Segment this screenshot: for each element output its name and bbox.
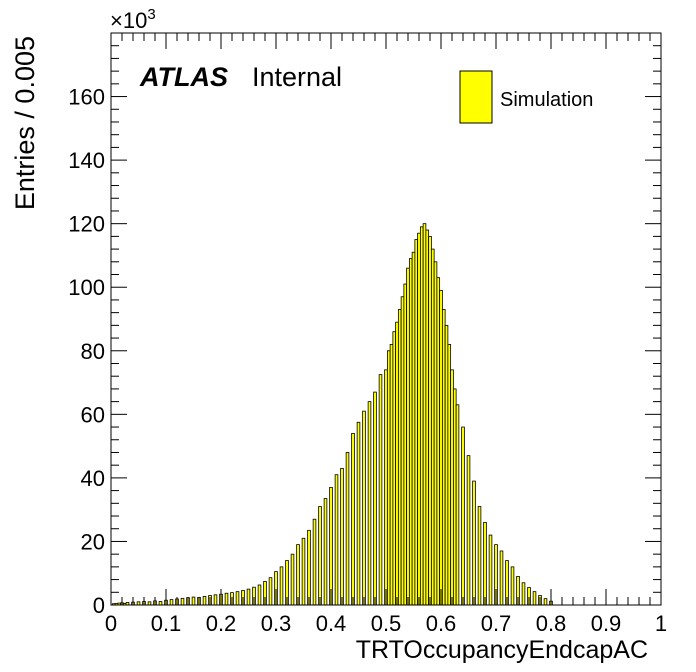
y-tick-label: 60 [81, 402, 105, 427]
histogram-bar [532, 591, 537, 606]
x-axis-ticks: 0 0.1 0.2 0.3 0.4 0.5 0.6 0.7 0.8 0.9 1 [105, 33, 667, 636]
histogram-bar [483, 521, 487, 606]
histogram-bar [428, 235, 432, 606]
histogram-bar [169, 599, 174, 606]
histogram-bar [386, 350, 391, 606]
x-tick-label: 0.8 [536, 611, 567, 636]
x-tick-label: 1 [655, 611, 667, 636]
histogram-bar [400, 296, 405, 606]
histogram-bar [433, 261, 438, 606]
histogram-bar [441, 309, 446, 606]
x-tick-label: 0.9 [591, 611, 622, 636]
histogram-bar [279, 566, 284, 606]
histogram-bar [425, 229, 430, 606]
y-tick-label: 80 [81, 339, 105, 364]
histogram-bar [191, 596, 196, 606]
y-axis-label: Entries / 0.005 [10, 36, 40, 210]
histogram-bar [450, 369, 454, 606]
y-axis-multiplier: ×103 [110, 6, 156, 33]
histogram-bar [389, 344, 394, 606]
histogram-bar [499, 550, 504, 606]
histogram-bar [543, 598, 548, 606]
histogram-bar [439, 289, 443, 606]
histogram-bar [202, 596, 207, 606]
histogram-bar [235, 591, 240, 606]
y-tick-label: 0 [93, 593, 105, 618]
histogram-bar [329, 487, 333, 606]
histogram-bar [246, 588, 251, 606]
histogram-bar [307, 529, 311, 606]
histogram-bar [373, 391, 377, 606]
histogram-bar [180, 597, 185, 606]
y-tick-label: 100 [68, 275, 105, 300]
x-tick-label: 0.6 [426, 611, 457, 636]
histogram-bar [403, 283, 408, 606]
y-tick-label: 40 [81, 466, 105, 491]
histogram-bar [290, 553, 295, 606]
histogram-bar [318, 506, 322, 606]
internal-label: Internal [252, 62, 342, 92]
x-tick-label: 0 [105, 611, 117, 636]
y-axis-ticks: 0 20 40 60 80 100 120 140 160 [68, 32, 661, 618]
x-axis-label: TRTOccupancyEndcapAC [356, 636, 648, 664]
atlas-label: ATLAS [139, 62, 228, 92]
histogram-bar [408, 258, 413, 606]
histogram-bar [510, 566, 515, 606]
legend-swatch [459, 70, 493, 124]
histogram-bar [213, 594, 218, 606]
histogram-bar [323, 498, 328, 606]
y-tick-label: 20 [81, 529, 105, 554]
histogram-bar [301, 537, 306, 606]
y-tick-label: 120 [68, 212, 105, 237]
histogram-bar [351, 432, 355, 606]
histogram-bar [444, 324, 449, 606]
x-tick-label: 0.3 [261, 611, 292, 636]
x-tick-label: 0.2 [206, 611, 237, 636]
histogram-bar [477, 506, 482, 606]
histogram-bar [356, 421, 361, 606]
histogram-bar [312, 518, 317, 606]
histogram-bar [466, 455, 471, 606]
histogram-bar [362, 410, 366, 606]
histogram-bar [395, 321, 399, 606]
histogram-bar [268, 577, 273, 606]
histogram-bar [384, 369, 388, 606]
histogram-bar [521, 582, 526, 606]
histogram-bar [488, 534, 493, 606]
histogram-bar [406, 267, 410, 606]
x-tick-label: 0.7 [481, 611, 512, 636]
x-tick-label: 0.4 [316, 611, 347, 636]
y-tick-label: 160 [68, 85, 105, 110]
histogram-bar [447, 344, 452, 606]
histogram-bar [417, 232, 421, 606]
histogram-bar [296, 544, 300, 606]
y-tick-label: 140 [68, 148, 105, 173]
histogram-bar [345, 452, 350, 606]
histogram-bar [436, 277, 441, 606]
histogram-bar [158, 601, 163, 606]
histogram-bar [455, 404, 460, 606]
histogram-bar [414, 239, 419, 606]
histogram-bar [461, 426, 465, 606]
histogram-bar [392, 331, 397, 606]
histogram-bar [334, 474, 339, 606]
legend-label: Simulation [500, 89, 593, 111]
histogram-bar [430, 248, 435, 606]
x-tick-label: 0.5 [371, 611, 402, 636]
histogram-bar [367, 401, 372, 606]
histogram-bar [224, 592, 229, 606]
histogram-bar [257, 584, 262, 606]
x-tick-label: 0.1 [151, 611, 182, 636]
histogram-bar [378, 374, 383, 606]
histogram-bar [472, 480, 476, 606]
histogram-bar [419, 226, 424, 606]
histogram-bar [411, 251, 416, 606]
histogram-bar [422, 223, 427, 606]
histogram-bar [340, 467, 344, 606]
histogram-bar [452, 388, 457, 606]
histogram-bar [397, 309, 402, 606]
